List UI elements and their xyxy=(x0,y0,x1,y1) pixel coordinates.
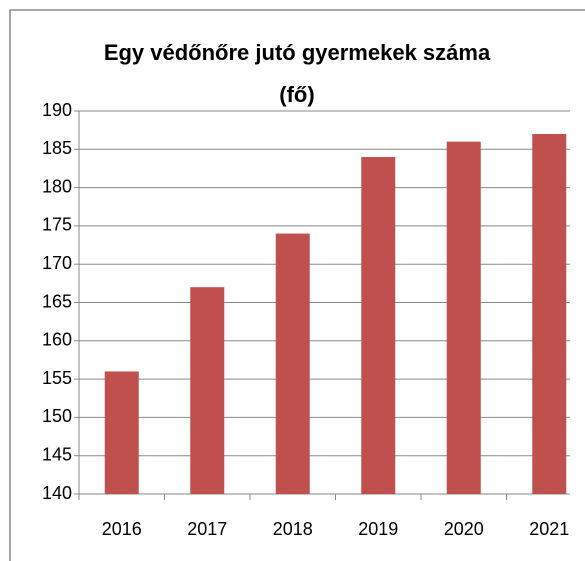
bar xyxy=(446,141,481,494)
y-tick-label: 175 xyxy=(42,215,72,235)
bar xyxy=(532,133,567,495)
bar xyxy=(190,287,225,494)
y-tick-label: 190 xyxy=(42,100,72,120)
x-tick-label: 2018 xyxy=(273,519,313,539)
y-tick-label: 145 xyxy=(42,444,72,464)
chart-frame xyxy=(9,9,585,561)
x-tick-label: 2020 xyxy=(444,519,484,539)
y-tick-label: 180 xyxy=(42,176,72,196)
y-tick-label: 185 xyxy=(42,138,72,158)
y-tick-label: 150 xyxy=(42,406,72,426)
bar xyxy=(361,156,396,494)
x-tick-label: 2021 xyxy=(529,519,569,539)
y-tick-label: 160 xyxy=(42,330,72,350)
y-tick-label: 165 xyxy=(42,291,72,311)
y-tick-label: 155 xyxy=(42,368,72,388)
y-tick-label: 170 xyxy=(42,253,72,273)
chart-title: Egy védőnőre jutó gyermekek száma (fő) xyxy=(103,40,491,107)
x-tick-label: 2017 xyxy=(187,519,227,539)
bar xyxy=(104,371,139,494)
x-tick-label: 2016 xyxy=(102,519,142,539)
x-tick-label: 2019 xyxy=(358,519,398,539)
y-tick-label: 140 xyxy=(42,483,72,503)
bar xyxy=(275,233,310,494)
